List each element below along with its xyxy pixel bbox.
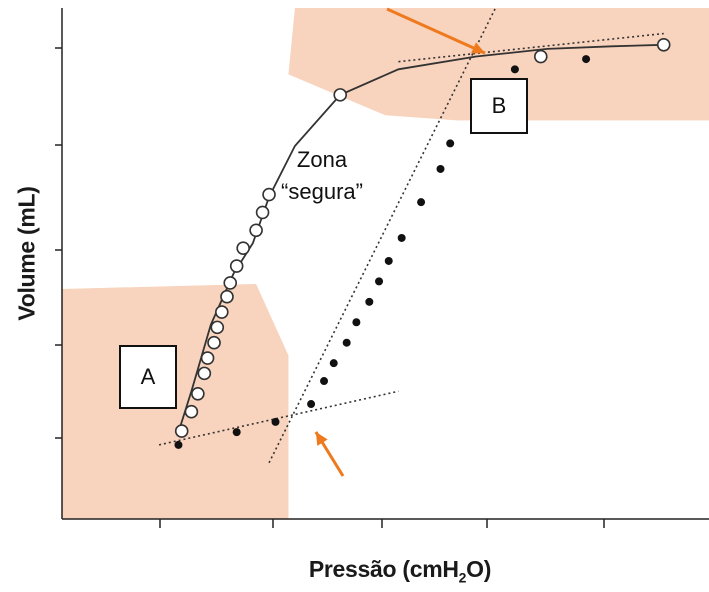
deflation-point [436,164,445,173]
safe-zone-line1: Zona [296,147,348,172]
arrow-b-head [471,42,486,54]
inflation-point [215,305,229,319]
inflation-point [229,259,244,273]
inflation-point [197,366,212,381]
deflation-point [384,256,393,265]
inflation-point [333,88,348,102]
inflation-point [191,387,205,401]
inflation-point [533,49,548,64]
inflation-curve [177,43,664,433]
tangent-lower-asymptote [158,390,399,446]
inflation-point [255,205,270,220]
deflation-point [329,359,338,368]
x-axis-label-subscript: 2 [458,569,467,586]
region-b-box: B [470,78,528,134]
y-axis-label: Volume (mL) [13,186,40,321]
deflation-point [446,139,455,148]
inflation-point [249,223,263,238]
deflation-point [342,338,351,347]
deflation-point [510,65,519,74]
inflation-point [174,424,189,438]
deflation-point [582,55,591,64]
inflation-point [656,37,671,52]
inflation-point [207,335,221,350]
inflation-point [262,187,276,202]
arrow-a-head [315,431,328,446]
x-axis-label-suffix: O) [466,556,492,582]
deflation-point [375,277,384,286]
deflation-point [320,377,329,386]
x-axis-label-prefix: Pressão (cmH [308,556,459,582]
arrow-b-shaft [386,7,486,55]
inflation-point [220,289,234,304]
region-b-shade [288,8,709,121]
x-axis-label: Pressão (cmH2O) [250,556,550,586]
deflation-point [307,400,316,409]
deflation-point [365,297,374,306]
safe-zone-label: Zona “segura” [262,144,382,208]
deflation-point [397,233,406,242]
inflation-point [184,404,199,419]
deflation-point [417,198,426,207]
region-a-box: A [119,345,177,409]
deflation-point [232,428,241,437]
safe-zone-line2: “segura” [281,179,363,204]
inflation-point [210,320,225,335]
inflation-point [236,241,250,255]
deflation-point [271,417,280,426]
deflation-point [352,318,361,327]
inflation-point [200,351,215,365]
deflation-point [174,440,183,449]
inflation-point [223,276,238,290]
